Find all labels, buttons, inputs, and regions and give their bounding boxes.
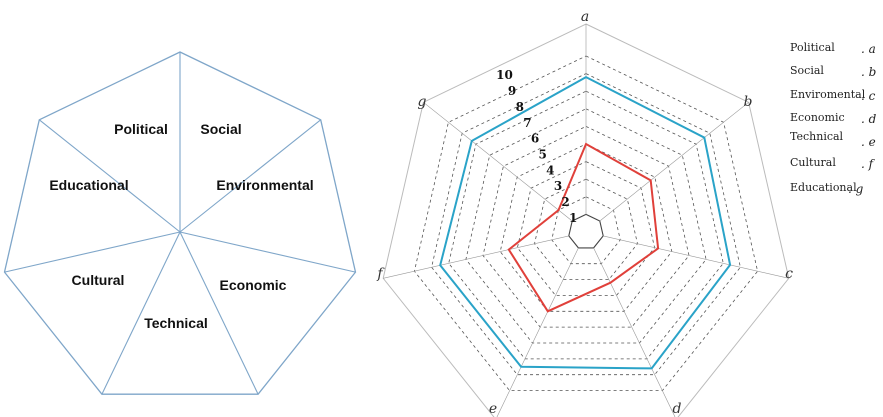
radar-ring-1 bbox=[568, 213, 604, 249]
legend-letter-d: . d bbox=[861, 112, 877, 126]
radar-ring-10 bbox=[413, 55, 759, 392]
radar-spoke-b bbox=[599, 102, 749, 222]
radar-series-group bbox=[439, 75, 732, 370]
ring-label-3: 3 bbox=[554, 179, 562, 193]
legend: Political . a Social . b Enviromental . … bbox=[790, 41, 877, 196]
radar-series-2 bbox=[507, 142, 660, 313]
radar-ring-5 bbox=[499, 143, 673, 312]
heptagon-spoke bbox=[38, 119, 181, 233]
radar-ring-6 bbox=[482, 125, 690, 328]
legend-letter-g: . g bbox=[848, 182, 864, 196]
heptagon-spoke bbox=[101, 231, 181, 395]
axis-label-a: a bbox=[581, 9, 589, 25]
ring-label-5: 5 bbox=[539, 148, 547, 162]
legend-name-social: Social bbox=[790, 64, 824, 77]
sector-label-social: Social bbox=[200, 121, 241, 137]
legend-letter-a: . a bbox=[861, 42, 876, 56]
sector-label-economic: Economic bbox=[220, 277, 287, 293]
axis-label-g: g bbox=[418, 94, 427, 110]
radar-spoke-d bbox=[593, 247, 676, 417]
legend-letter-b: . b bbox=[861, 65, 876, 79]
radar-ring-9 bbox=[431, 73, 741, 376]
radar-spoke-f bbox=[383, 235, 569, 279]
sector-label-environmental: Environmental bbox=[216, 177, 313, 193]
legend-letter-c: . c bbox=[861, 89, 876, 103]
axis-label-e: e bbox=[489, 401, 497, 417]
ring-label-4: 4 bbox=[546, 163, 554, 177]
legend-name-educational: Educational bbox=[790, 181, 857, 194]
heptagon-spoke bbox=[179, 231, 259, 395]
heptagon-diagram: Political Social Environmental Economic … bbox=[3, 51, 357, 395]
radar-ring-4 bbox=[516, 161, 656, 296]
axis-label-f: f bbox=[376, 266, 385, 282]
radar-ring-7 bbox=[465, 108, 707, 344]
axis-label-b: b bbox=[744, 94, 753, 110]
radar-outer-frame bbox=[382, 23, 790, 417]
radar-ring-8 bbox=[448, 90, 724, 360]
sector-label-political: Political bbox=[114, 121, 168, 137]
radar-spoke-c bbox=[603, 235, 789, 279]
radar-series-1 bbox=[439, 75, 732, 370]
radar-spoke-e bbox=[496, 247, 579, 417]
radar-grid-spokes bbox=[383, 24, 789, 417]
legend-name-enviromental: Enviromental bbox=[790, 88, 866, 101]
legend-name-cultural: Cultural bbox=[790, 156, 836, 169]
ring-label-9: 9 bbox=[508, 84, 516, 98]
sector-label-educational: Educational bbox=[49, 177, 128, 193]
legend-name-economic: Economic bbox=[790, 111, 845, 124]
ring-label-2: 2 bbox=[561, 195, 569, 209]
sector-label-technical: Technical bbox=[144, 315, 208, 331]
heptagon-spokes bbox=[4, 52, 356, 395]
axis-label-c: c bbox=[785, 266, 793, 282]
ring-label-8: 8 bbox=[516, 100, 524, 114]
sector-label-cultural: Cultural bbox=[72, 272, 125, 288]
legend-letter-e: . e bbox=[861, 135, 876, 149]
legend-name-technical: Technical bbox=[790, 130, 844, 143]
ring-label-10: 10 bbox=[496, 68, 513, 82]
heptagon-spoke bbox=[179, 119, 322, 233]
heptagon-spoke bbox=[4, 231, 181, 273]
ring-label-1: 1 bbox=[569, 211, 577, 225]
heptagon-outline bbox=[3, 51, 357, 395]
axis-label-d: d bbox=[673, 401, 682, 417]
radar-spoke-g bbox=[423, 102, 573, 222]
heptagon-spoke bbox=[179, 231, 356, 273]
ring-label-6: 6 bbox=[531, 132, 539, 146]
ring-label-7: 7 bbox=[523, 116, 531, 130]
legend-letter-f: . f bbox=[861, 157, 876, 171]
radar-grid-rings bbox=[413, 55, 759, 392]
legend-name-political: Political bbox=[790, 41, 835, 54]
